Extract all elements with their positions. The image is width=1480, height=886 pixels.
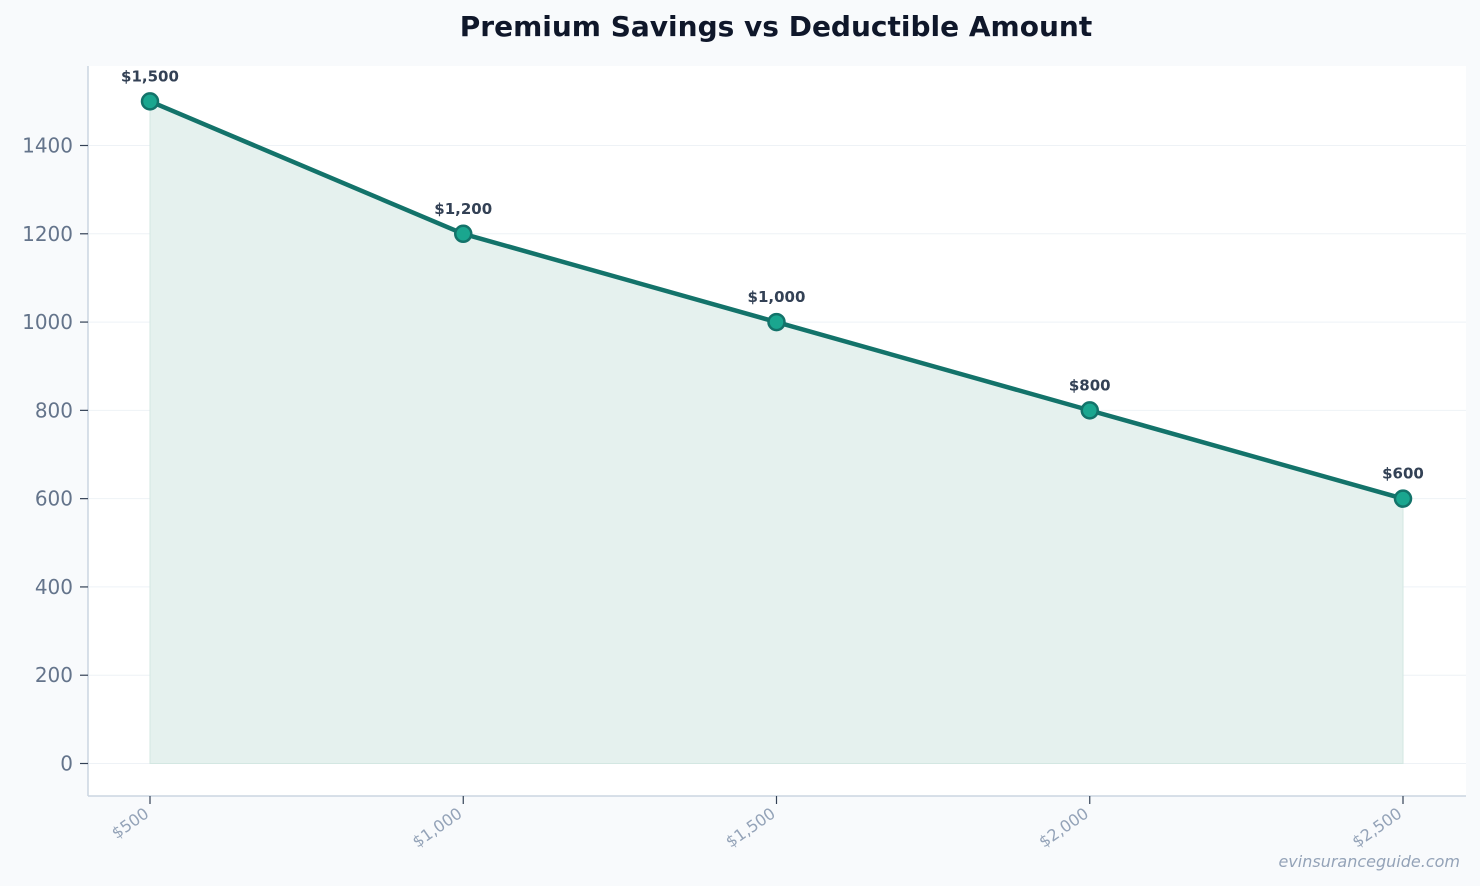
data-label: $1,500	[121, 67, 179, 85]
x-axis-ticks: $500 $1,000 $1,500 $2,000 $2,500	[108, 796, 1405, 851]
x-tick-label: $1,000	[409, 804, 466, 852]
y-tick-label: 400	[35, 575, 73, 599]
x-tick-label: $1,500	[722, 804, 779, 852]
y-tick-label: 800	[35, 398, 73, 422]
data-label: $1,200	[434, 200, 492, 218]
y-tick-label: 1400	[22, 134, 73, 158]
data-label: $1,000	[748, 288, 806, 306]
data-point	[1393, 489, 1413, 508]
x-tick-label: $2,500	[1349, 804, 1406, 852]
y-tick-label: 600	[35, 487, 73, 511]
data-label-layer: $1,500 $1,200 $1,000 $800 $600	[121, 67, 1424, 482]
data-label: $800	[1069, 376, 1111, 394]
y-tick-label: 200	[35, 663, 73, 687]
y-tick-label: 1200	[22, 222, 73, 246]
y-axis-ticks: 0 200 400 600 800 1000 1200 1400	[22, 134, 88, 776]
chart-title: Premium Savings vs Deductible Amount	[460, 10, 1092, 43]
x-tick-label: $500	[108, 804, 152, 843]
data-point	[454, 224, 473, 244]
data-label: $600	[1382, 465, 1424, 483]
watermark: evinsuranceguide.com	[1278, 852, 1460, 871]
marker-layer	[140, 92, 1413, 508]
data-point	[140, 92, 160, 111]
data-point	[767, 312, 786, 332]
y-tick-label: 1000	[22, 310, 73, 334]
y-tick-label: 0	[60, 752, 73, 776]
x-tick-label: $2,000	[1035, 804, 1092, 852]
data-point	[1080, 401, 1099, 420]
